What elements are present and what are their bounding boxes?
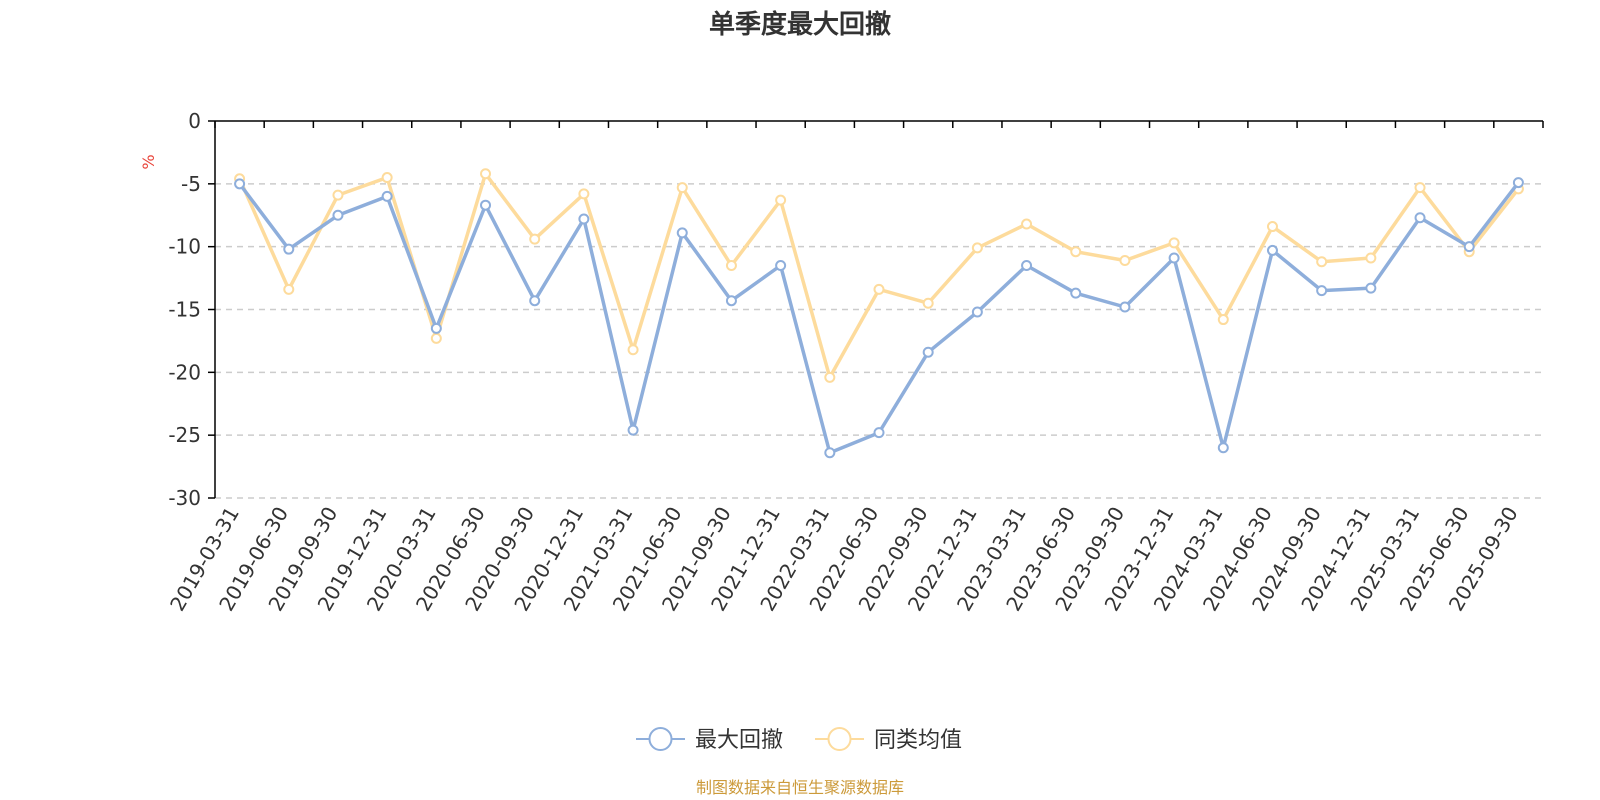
data-point[interactable] — [1119, 301, 1131, 313]
legend-item[interactable]: 同类均值 — [815, 727, 962, 753]
grid-lines — [215, 183, 1543, 499]
data-point[interactable] — [1266, 221, 1278, 233]
y-tick-label: -30 — [168, 486, 201, 510]
data-point[interactable] — [1266, 244, 1278, 256]
data-point[interactable] — [824, 371, 836, 383]
source-note: 制图数据来自恒生聚源数据库 — [696, 778, 904, 797]
series-lines — [234, 168, 1524, 459]
legend-label: 同类均值 — [874, 728, 962, 753]
data-point[interactable] — [1217, 314, 1229, 326]
data-point[interactable] — [873, 283, 885, 295]
data-point[interactable] — [1316, 256, 1328, 268]
data-point[interactable] — [627, 344, 639, 356]
data-point[interactable] — [775, 260, 787, 272]
data-point[interactable] — [430, 332, 442, 344]
data-point[interactable] — [381, 172, 393, 184]
legend-label: 最大回撤 — [695, 728, 783, 753]
data-point[interactable] — [332, 189, 344, 201]
y-axis-unit-label: % — [139, 154, 158, 169]
y-tick-label: -25 — [168, 423, 201, 447]
y-tick-label: -20 — [168, 360, 201, 384]
data-point[interactable] — [1414, 212, 1426, 224]
data-point[interactable] — [381, 190, 393, 202]
data-point[interactable] — [971, 306, 983, 318]
series-max-drawdown — [234, 177, 1524, 459]
legend-marker-icon — [827, 727, 852, 751]
data-point[interactable] — [1070, 287, 1082, 299]
series-peer-average — [234, 168, 1524, 383]
series-line — [238, 181, 1520, 455]
y-tick-label: 0 — [188, 109, 201, 133]
legend-item[interactable]: 最大回撤 — [636, 727, 783, 753]
data-point[interactable] — [1217, 442, 1229, 454]
data-point[interactable] — [1512, 177, 1524, 189]
y-tick-label: -10 — [168, 235, 201, 259]
data-point[interactable] — [283, 243, 295, 255]
x-axis-ticks: 2019-03-312019-06-302019-09-302019-12-31… — [165, 503, 1523, 616]
data-point[interactable] — [234, 178, 246, 190]
data-point[interactable] — [480, 199, 492, 211]
y-tick-label: -5 — [181, 172, 201, 196]
data-point[interactable] — [1168, 252, 1180, 264]
data-point[interactable] — [1021, 260, 1033, 272]
data-point[interactable] — [725, 260, 737, 272]
data-point[interactable] — [430, 322, 442, 334]
data-point[interactable] — [283, 283, 295, 295]
data-point[interactable] — [1463, 241, 1475, 253]
data-point[interactable] — [1168, 237, 1180, 249]
data-point[interactable] — [578, 188, 590, 200]
data-point[interactable] — [676, 227, 688, 239]
chart-title: 单季度最大回撤 — [709, 9, 891, 40]
legend-marker-icon — [648, 727, 673, 751]
data-point[interactable] — [873, 427, 885, 439]
data-point[interactable] — [1070, 246, 1082, 258]
y-axis-ticks: 0 -5 -10 -15 -20 -25 -30 — [168, 109, 215, 510]
data-point[interactable] — [725, 295, 737, 307]
data-point[interactable] — [529, 233, 541, 245]
data-point[interactable] — [922, 346, 934, 358]
data-point[interactable] — [627, 424, 639, 436]
data-point[interactable] — [1414, 182, 1426, 194]
data-point[interactable] — [1021, 218, 1033, 230]
data-point[interactable] — [1119, 254, 1131, 266]
data-point[interactable] — [1316, 285, 1328, 297]
data-point[interactable] — [922, 297, 934, 309]
legend[interactable]: 最大回撤 同类均值 — [636, 727, 962, 753]
data-point[interactable] — [480, 168, 492, 180]
data-point[interactable] — [824, 447, 836, 459]
data-point[interactable] — [971, 242, 983, 254]
data-point[interactable] — [1365, 282, 1377, 294]
series-line — [238, 172, 1520, 380]
data-point[interactable] — [332, 209, 344, 221]
data-point[interactable] — [676, 182, 688, 194]
data-point[interactable] — [578, 213, 590, 225]
data-point[interactable] — [1365, 252, 1377, 264]
data-point[interactable] — [529, 295, 541, 307]
data-point[interactable] — [775, 194, 787, 206]
y-tick-label: -15 — [168, 298, 201, 322]
